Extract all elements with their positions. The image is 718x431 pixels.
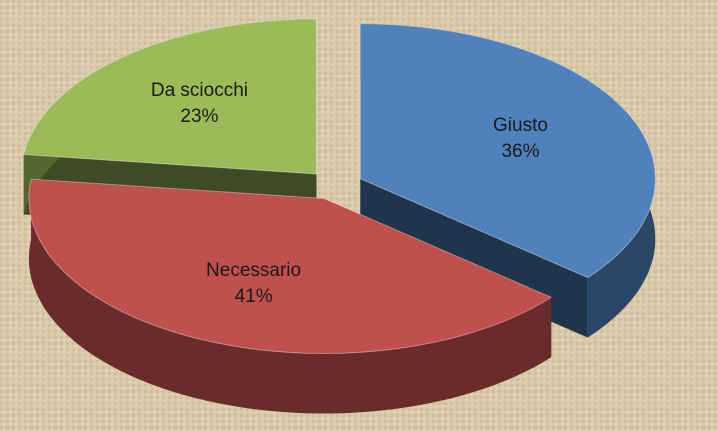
- slice: [23, 18, 317, 175]
- slice-value-label: 36%: [501, 141, 539, 162]
- slice-label: Da sciocchi: [151, 80, 248, 101]
- slice-label: Giusto: [493, 115, 548, 136]
- slice-value-label: 41%: [235, 286, 273, 307]
- slice: [28, 178, 553, 354]
- slice-side: [28, 179, 552, 414]
- slice-label: Necessario: [206, 260, 301, 281]
- slice-value-label: 23%: [180, 106, 218, 127]
- slice: [359, 23, 656, 279]
